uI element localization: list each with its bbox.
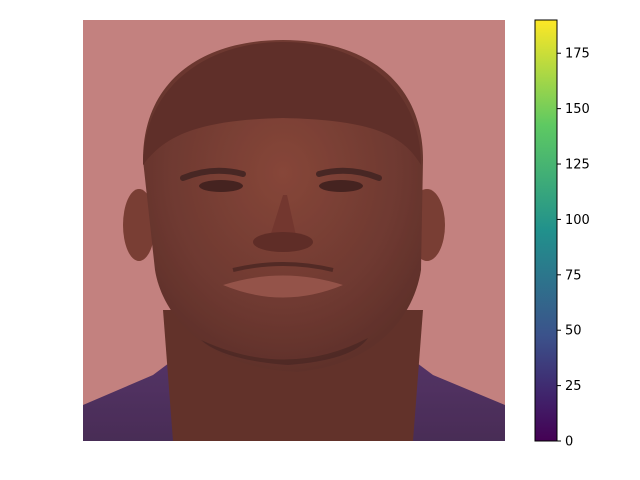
colorbar-tick-label: 125	[565, 158, 590, 173]
hair	[143, 42, 421, 165]
colorbar-tick-label: 50	[565, 324, 582, 339]
colorbar-ticks: 0 25 50 75 100 125 150 175	[557, 47, 590, 450]
mustache	[232, 262, 334, 272]
portrait-heatmap-overlay-image	[83, 20, 505, 441]
right-eyebrow	[316, 167, 382, 181]
colorbar-tick-label: 175	[565, 47, 590, 62]
colorbar: 0 25 50 75 100 125 150 175	[534, 19, 590, 450]
colorbar-tick-label: 150	[565, 102, 590, 117]
colorbar-tick-label: 0	[565, 435, 573, 450]
right-eye	[319, 180, 363, 192]
left-eye	[199, 180, 243, 192]
left-ear	[123, 189, 155, 261]
colorbar-gradient	[534, 19, 558, 442]
nostrils	[253, 232, 313, 252]
beard	[201, 338, 368, 365]
colorbar-tick-label: 75	[565, 268, 582, 283]
lips	[223, 275, 343, 298]
colorbar-tick-label: 100	[565, 213, 590, 228]
colorbar-tick-label: 25	[565, 379, 582, 394]
heatmap-tint	[83, 20, 505, 441]
left-eyebrow	[180, 167, 246, 181]
